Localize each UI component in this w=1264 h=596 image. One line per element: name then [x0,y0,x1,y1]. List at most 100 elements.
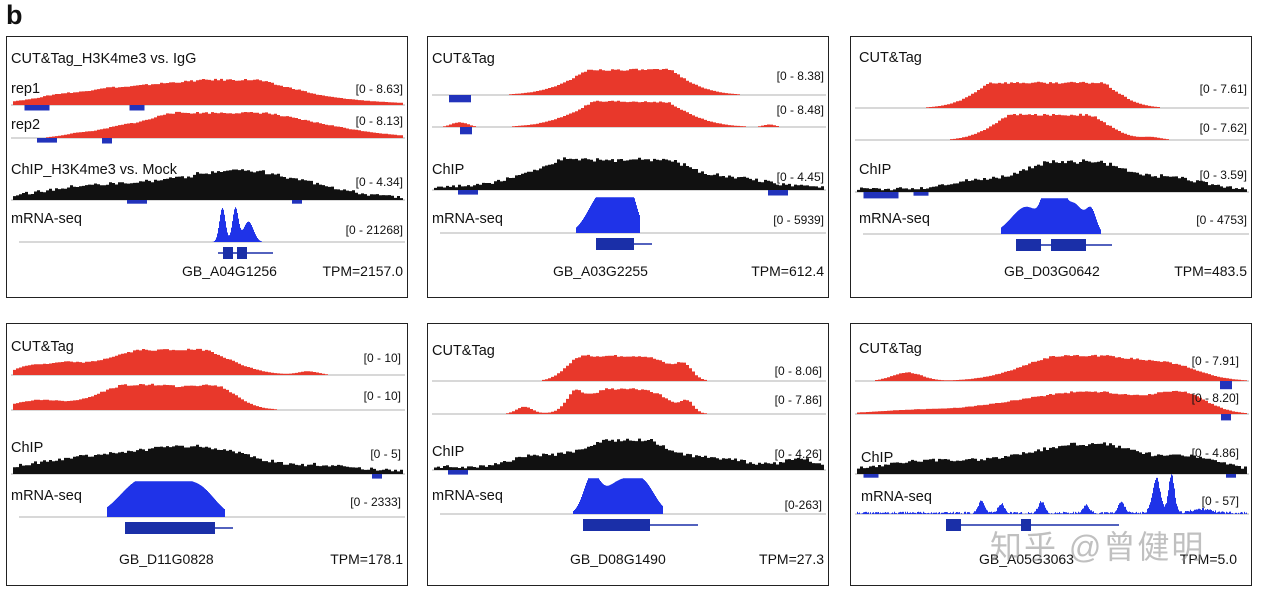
coverage-area [13,111,403,138]
track-range-rep2: [0 - 10] [363,389,401,403]
coverage-area [13,444,403,474]
negative-signal [448,470,468,475]
coverage-area [107,481,225,517]
tpm-value: TPM=27.3 [759,551,824,567]
track-label-mrna: mRNA-seq [11,211,82,227]
exon-block [1021,519,1031,531]
track-range-mrna: [0 - 5939] [773,213,824,227]
gene-model [583,519,698,531]
exon-block [1016,239,1041,251]
track-label-cuttag: CUT&Tag [432,343,495,359]
exon-block [946,519,961,531]
track-label-cuttag: CUT&Tag [859,341,922,357]
negative-signal [1220,381,1232,390]
track-range-chip: [0 - 3.59] [1199,168,1247,182]
gene-name: GB_D11G0828 [119,551,214,567]
negative-signal [292,200,302,204]
mrna-track [19,207,405,243]
track-label-chip: ChIP [859,162,892,178]
track-label-rep1: rep1 [11,81,41,97]
track-svg [432,68,826,250]
negative-signal [1221,414,1231,421]
coverage-area [857,442,1247,474]
coverage-area [434,354,824,381]
tpm-value: TPM=612.4 [751,263,824,279]
negative-signal [768,190,788,196]
negative-signal [1226,474,1236,478]
mrna-track [19,481,405,518]
coverage-area [857,159,1247,192]
cuttag-rep1-track [11,78,405,111]
negative-signal [458,190,478,195]
gene-name: GB_D03G0642 [1004,263,1100,279]
track-label-mrna: mRNA-seq [11,488,82,504]
track-label-mrna: mRNA-seq [859,211,930,227]
coverage-area [13,78,403,105]
track-range-rep1: [0 - 10] [363,351,401,365]
track-range-mrna: [0 - 57] [1201,494,1239,508]
cuttag-rep1-track [855,354,1249,390]
coverage-area [13,383,403,410]
cuttag-rep2-track [11,383,405,411]
coverage-area [576,197,640,233]
coverage-area [857,390,1247,414]
negative-signal [372,474,382,479]
exon-block [223,247,233,259]
mrna-track [863,198,1249,235]
mrna-track [855,474,1249,515]
gene-name: GB_A04G1256 [182,263,277,279]
track-range-rep1: [0 - 8.63] [355,82,403,96]
track-label-chip: ChIP [432,444,465,460]
gene-model [125,522,233,534]
track-range-chip: [0 - 4.26] [774,447,822,461]
track-svg [855,354,1249,531]
track-title: CUT&Tag_H3K4me3 vs. IgG [11,51,197,67]
track-range-rep2: [0 - 8.20] [1191,391,1239,405]
coverage-area [13,348,403,375]
track-label-chip: ChIP_H3K4me3 vs. Mock [11,162,178,178]
exon-block [1051,239,1086,251]
track-label-chip: ChIP [432,162,465,178]
gene-name: GB_A03G2255 [553,263,648,279]
negative-signal [127,200,147,204]
negative-signal [863,474,879,478]
coverage-area [434,100,824,127]
negative-signal [449,95,471,103]
track-label-chip: ChIP [861,450,894,466]
tpm-value: TPM=178.1 [330,551,403,567]
negative-signal [24,105,50,111]
track-svg [855,81,1249,251]
coverage-area [857,474,1247,514]
chip-track [432,438,826,475]
gene-name: GB_D08G1490 [570,551,666,567]
cuttag-rep2-track [11,111,405,144]
track-label-mrna: mRNA-seq [432,211,503,227]
coverage-area [573,478,663,514]
negative-signal [460,127,472,135]
track-label-rep2: rep2 [11,117,41,133]
coverage-area [857,81,1247,108]
tpm-value: TPM=5.0 [1179,551,1237,567]
mrna-track [440,478,826,515]
negative-signal [913,192,929,196]
gene-model [218,247,273,259]
track-range-chip: [0 - 5] [370,447,401,461]
track-range-rep1: [0 - 7.61] [1199,82,1247,96]
negative-signal [102,138,112,144]
track-range-rep2: [0 - 8.48] [776,103,824,117]
gene-model [596,238,652,250]
cuttag-rep1-track [432,354,826,382]
tpm-value: TPM=483.5 [1174,263,1247,279]
track-range-chip: [0 - 4.45] [776,170,824,184]
track-range-mrna: [0 - 21268] [345,223,403,237]
track-label-mrna: mRNA-seq [432,488,503,504]
track-range-mrna: [0 - 2333] [350,495,401,509]
exon-block [237,247,247,259]
mrna-track [440,197,826,234]
chip-track [855,159,1249,199]
chip-track [11,444,405,479]
negative-signal [863,192,899,199]
track-range-rep1: [0 - 8.38] [776,69,824,83]
exon-block [596,238,634,250]
cuttag-rep2-track [855,390,1249,421]
